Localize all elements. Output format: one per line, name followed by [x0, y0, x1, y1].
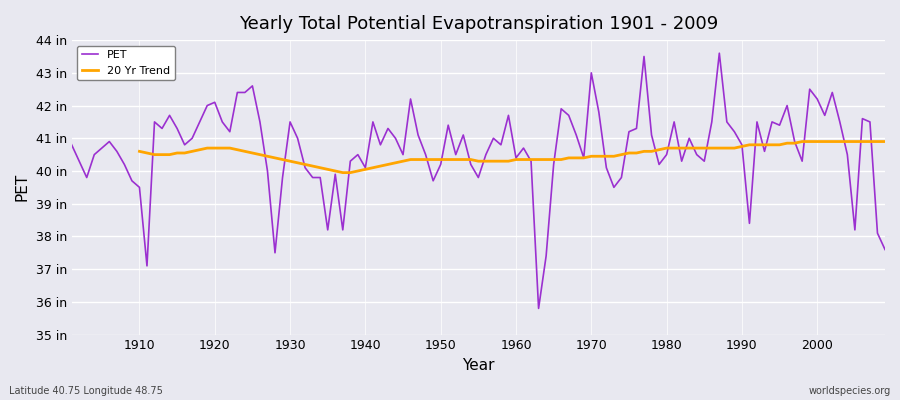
Y-axis label: PET: PET — [15, 173, 30, 202]
PET — [503, 113, 514, 118]
20 Yr Trend — [338, 170, 348, 175]
PET — [714, 51, 724, 56]
20 Yr Trend — [526, 157, 536, 162]
20 Yr Trend — [857, 139, 868, 144]
Line: PET: PET — [72, 53, 885, 308]
PET — [127, 178, 138, 183]
20 Yr Trend — [586, 154, 597, 159]
20 Yr Trend — [834, 139, 845, 144]
PET — [608, 185, 619, 190]
Line: 20 Yr Trend: 20 Yr Trend — [140, 142, 885, 173]
20 Yr Trend — [134, 149, 145, 154]
PET — [292, 136, 303, 141]
20 Yr Trend — [879, 139, 890, 144]
20 Yr Trend — [307, 164, 318, 168]
Text: Latitude 40.75 Longitude 48.75: Latitude 40.75 Longitude 48.75 — [9, 386, 163, 396]
Title: Yearly Total Potential Evapotranspiration 1901 - 2009: Yearly Total Potential Evapotranspiratio… — [238, 15, 718, 33]
PET — [533, 306, 544, 311]
PET — [67, 142, 77, 147]
PET — [510, 156, 521, 160]
Text: worldspecies.org: worldspecies.org — [809, 386, 891, 396]
X-axis label: Year: Year — [462, 358, 495, 373]
20 Yr Trend — [277, 157, 288, 162]
PET — [338, 228, 348, 232]
20 Yr Trend — [796, 139, 807, 144]
Legend: PET, 20 Yr Trend: PET, 20 Yr Trend — [77, 46, 175, 80]
PET — [879, 247, 890, 252]
